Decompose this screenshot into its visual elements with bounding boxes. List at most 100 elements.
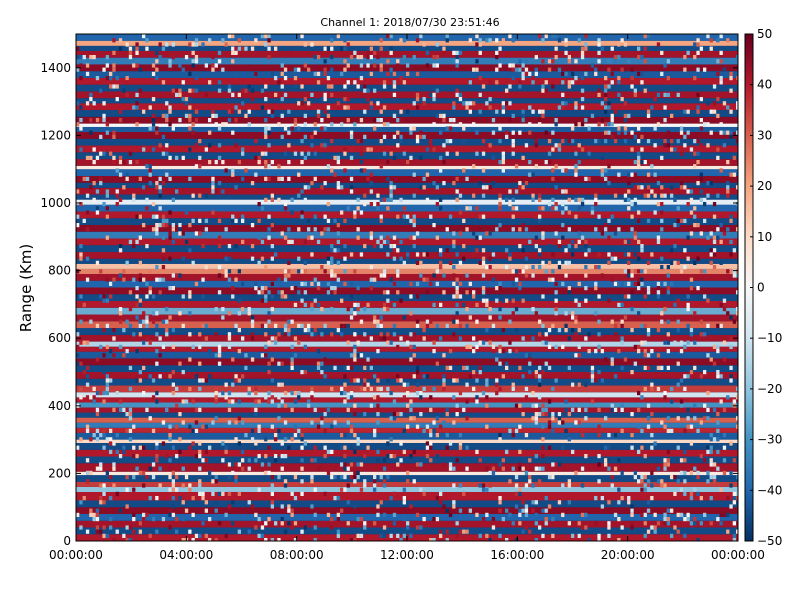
noise-cell [726, 311, 730, 316]
noise-cell [448, 349, 453, 354]
noise-cell [399, 378, 403, 383]
noise-cell [135, 378, 139, 383]
noise-cell [158, 206, 162, 211]
noise-cell [712, 101, 717, 106]
noise-cell [382, 197, 387, 202]
noise-cell [577, 328, 581, 333]
noise-cell [363, 412, 367, 417]
noise-cell [703, 370, 707, 375]
noise-cell [693, 55, 697, 60]
noise-cell [254, 172, 258, 177]
noise-cell [703, 403, 707, 408]
noise-cell [343, 433, 347, 438]
noise-cell [574, 151, 578, 156]
noise-cell [574, 319, 578, 324]
noise-cell [541, 424, 545, 429]
noise-cell [505, 298, 509, 303]
noise-cell [224, 168, 228, 173]
noise-cell [689, 197, 694, 202]
noise-cell [709, 260, 713, 265]
noise-cell [580, 147, 585, 152]
noise-cell [274, 454, 278, 459]
noise-cell [491, 130, 496, 135]
noise-cell [326, 281, 331, 286]
noise-cell [287, 521, 291, 526]
noise-cell [594, 202, 598, 207]
noise-cell [260, 286, 265, 291]
noise-cell [409, 311, 413, 316]
noise-cell [597, 533, 601, 538]
noise-cell [293, 336, 298, 341]
noise-cell [488, 307, 492, 312]
noise-cell [346, 483, 350, 488]
noise-cell [287, 151, 291, 156]
noise-cell [633, 197, 637, 202]
noise-cell [85, 71, 90, 76]
noise-cell [666, 458, 670, 463]
noise-cell [686, 302, 690, 307]
noise-cell [118, 344, 123, 349]
noise-cell [732, 155, 736, 160]
noise-cell [488, 340, 492, 345]
noise-cell [112, 466, 116, 471]
noise-cell [188, 105, 192, 110]
noise-cell [514, 164, 519, 169]
noise-cell [105, 374, 109, 379]
noise-cell [495, 55, 499, 60]
noise-cell [300, 466, 304, 471]
noise-cell [693, 466, 697, 471]
noise-cell [283, 151, 288, 156]
noise-cell [346, 420, 350, 425]
noise-cell [290, 407, 294, 412]
noise-cell [465, 529, 469, 534]
noise-cell [392, 134, 397, 139]
noise-cell [234, 374, 238, 379]
noise-cell [343, 38, 347, 43]
noise-cell [267, 130, 271, 135]
noise-cell [287, 433, 291, 438]
noise-cell [330, 67, 334, 72]
noise-cell [508, 340, 512, 345]
noise-cell [112, 155, 116, 160]
noise-cell [567, 500, 571, 505]
noise-cell [184, 475, 189, 480]
noise-cell [663, 395, 667, 400]
noise-cell [343, 487, 347, 492]
noise-cell [214, 63, 218, 68]
noise-cell [709, 181, 713, 186]
noise-cell [518, 181, 522, 186]
noise-cell [280, 63, 284, 68]
noise-cell [448, 260, 453, 265]
noise-cell [637, 55, 641, 60]
noise-cell [637, 407, 641, 412]
noise-cell [280, 176, 284, 181]
noise-cell [320, 420, 324, 425]
noise-cell [554, 290, 558, 295]
noise-cell [551, 428, 555, 433]
noise-cell [518, 185, 522, 190]
noise-cell [155, 50, 159, 55]
noise-cell [270, 378, 274, 383]
noise-cell [577, 521, 581, 526]
noise-cell [439, 260, 443, 265]
noise-cell [630, 130, 634, 135]
noise-cell [643, 323, 647, 328]
noise-cell [439, 155, 443, 160]
noise-cell [567, 55, 571, 60]
noise-cell [313, 151, 317, 156]
noise-cell [597, 479, 601, 484]
noise-cell [359, 252, 364, 257]
noise-cell [227, 399, 232, 404]
noise-cell [696, 428, 700, 433]
noise-cell [168, 458, 172, 463]
noise-cell [528, 130, 532, 135]
noise-cell [247, 391, 251, 396]
noise-cell [554, 281, 558, 286]
noise-cell [406, 403, 410, 408]
noise-cell [194, 109, 199, 114]
noise-cell [541, 508, 545, 513]
noise-cell [115, 529, 119, 534]
noise-cell [458, 508, 463, 513]
noise-cell [349, 445, 354, 450]
noise-cell [260, 256, 265, 261]
